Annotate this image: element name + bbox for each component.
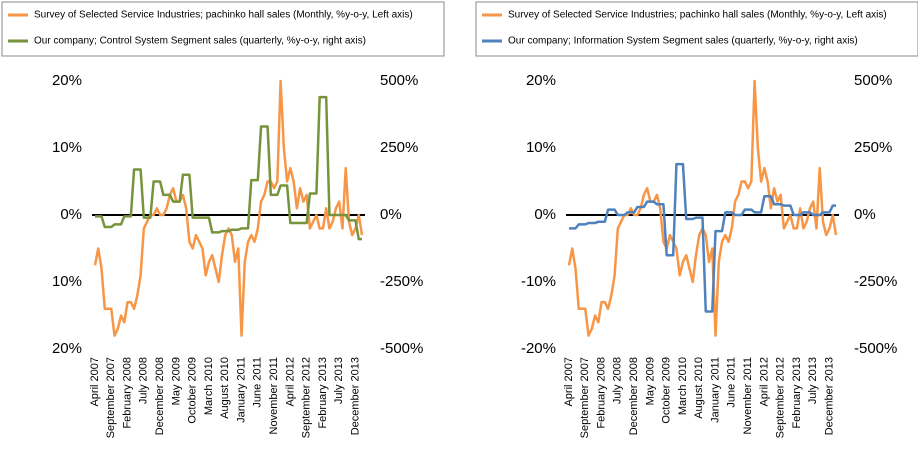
x-tick-label: June 2011 [726, 357, 738, 408]
x-tick-label: April 2012 [284, 357, 296, 407]
y2-tick-label: -500% [380, 340, 423, 357]
x-tick-label: October 2009 [187, 357, 199, 424]
x-tick-label: August 2010 [219, 357, 231, 419]
y2-tick-label: 0% [854, 206, 876, 223]
y2-tick-label: 500% [380, 72, 418, 89]
x-tick-label: July 2008 [138, 357, 150, 404]
y2-tick-label: 250% [380, 139, 418, 156]
y2-tick-label: 500% [854, 72, 892, 89]
legend-box [475, 1, 918, 57]
y2-tick-label: 250% [854, 139, 892, 156]
series-line [93, 79, 364, 337]
y-tick-label: 20% [52, 72, 82, 89]
y-tick-label: -10% [521, 273, 556, 290]
legend-label: Our company; Information System Segment … [508, 36, 858, 47]
x-tick-label: February 2013 [317, 357, 329, 429]
x-tick-label: April 2012 [758, 357, 770, 407]
x-tick-label: March 2010 [677, 357, 689, 415]
series-line [569, 162, 836, 313]
legend-label: Our company; Control System Segment sale… [34, 36, 366, 47]
y-tick-label: 10% [52, 139, 82, 156]
y-tick-label: 0% [534, 206, 556, 223]
x-tick-label: July 2013 [333, 357, 345, 404]
x-tick-label: June 2011 [252, 357, 264, 408]
x-tick-label: February 2008 [595, 357, 607, 429]
y2-tick-label: -250% [380, 273, 423, 290]
y-tick-label: 20% [52, 340, 82, 357]
x-tick-label: May 2009 [170, 357, 182, 405]
x-tick-label: September 2007 [105, 357, 117, 438]
series-line [95, 95, 362, 241]
legend-label: Survey of Selected Service Industries; p… [34, 10, 413, 21]
legend-box [1, 1, 445, 57]
series-line [567, 79, 838, 337]
y-tick-label: 0% [60, 206, 82, 223]
x-tick-label: April 2007 [563, 357, 575, 407]
x-tick-label: February 2008 [121, 357, 133, 429]
x-tick-label: December 2008 [154, 357, 166, 435]
x-tick-label: November 2011 [268, 357, 280, 434]
legend-label: Survey of Selected Service Industries; p… [508, 10, 887, 21]
y2-tick-label: -250% [854, 273, 897, 290]
x-tick-label: January 2011 [235, 357, 247, 423]
x-tick-label: September 2012 [301, 357, 313, 438]
x-tick-label: July 2013 [807, 357, 819, 404]
x-tick-label: January 2011 [709, 357, 721, 423]
y2-tick-label: 0% [380, 206, 402, 223]
x-tick-label: December 2008 [628, 357, 640, 435]
x-tick-label: February 2013 [791, 357, 803, 429]
x-tick-label: September 2012 [775, 357, 787, 438]
y-tick-label: 10% [52, 273, 82, 290]
x-tick-label: September 2007 [579, 357, 591, 438]
y-tick-label: -20% [521, 340, 556, 357]
x-tick-label: December 2013 [823, 357, 835, 435]
x-tick-label: December 2013 [349, 357, 361, 435]
x-tick-label: October 2009 [661, 357, 673, 424]
x-tick-label: November 2011 [742, 357, 754, 434]
x-tick-label: August 2010 [693, 357, 705, 419]
x-tick-label: April 2007 [89, 357, 101, 407]
y2-tick-label: -500% [854, 340, 897, 357]
x-tick-label: March 2010 [203, 357, 215, 415]
x-tick-label: May 2009 [644, 357, 656, 405]
y-tick-label: 20% [526, 72, 556, 89]
y-tick-label: 10% [526, 139, 556, 156]
x-tick-label: July 2008 [612, 357, 624, 404]
